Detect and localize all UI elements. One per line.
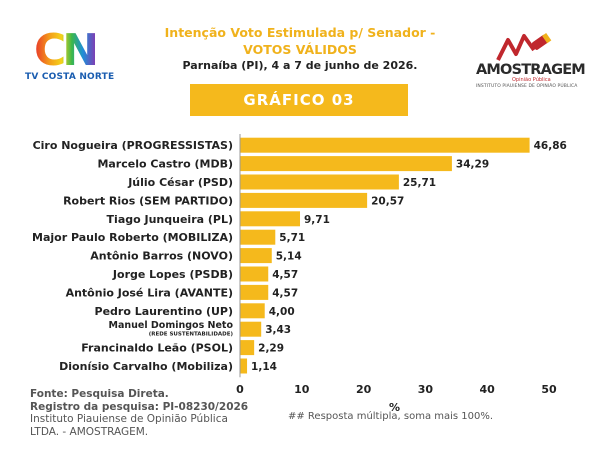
category-label: Antônio Barros (NOVO): [90, 250, 233, 263]
bar: [240, 229, 276, 245]
category-label: Robert Rios (SEM PARTIDO): [63, 194, 233, 207]
bar: [240, 358, 248, 374]
logo-amostragem-name: AMOSTRAGEM: [476, 62, 586, 78]
x-tick-label: 10: [294, 383, 310, 396]
bar: [240, 211, 301, 227]
value-label: 3,43: [265, 324, 291, 336]
value-label: 1,14: [251, 361, 277, 373]
chart-number-banner: GRÁFICO 03: [190, 84, 408, 116]
value-label: 5,71: [279, 232, 305, 244]
chart-subtitle: Parnaíba (PI), 4 a 7 de junho de 2026.: [182, 59, 418, 72]
bar: [240, 192, 368, 208]
value-label: 46,86: [534, 140, 567, 152]
x-tick-label: 0: [236, 383, 244, 396]
bar: [240, 303, 265, 319]
x-axis-label: %: [389, 401, 400, 414]
category-label: Marcelo Castro (MDB): [97, 158, 233, 171]
value-label: 5,14: [276, 251, 302, 263]
value-label: 25,71: [403, 177, 436, 189]
multiple-response-note: ## Resposta múltipla, soma mais 100%.: [288, 411, 494, 422]
bar: [240, 284, 269, 300]
x-tick-label: 20: [356, 383, 372, 396]
amostragem-logo: AMOSTRAGEM Opinião Pública INSTITUTO PIA…: [476, 32, 586, 94]
category-label: Ciro Nogueira (PROGRESSISTAS): [33, 139, 233, 152]
bar: [240, 137, 530, 153]
category-label: Pedro Laurentino (UP): [95, 305, 233, 318]
value-label: 4,57: [272, 269, 298, 281]
category-label: Major Paulo Roberto (MOBILIZA): [32, 231, 233, 244]
bar: [240, 321, 262, 337]
category-label: Antônio José Lira (AVANTE): [66, 286, 233, 299]
chart-title-line2: VOTOS VÁLIDOS: [243, 42, 357, 57]
footer-registry-line: Registro da pesquisa: PI-08230/2026: [30, 400, 249, 413]
logo-amostragem-institute: INSTITUTO PIAUIENSE DE OPINIÃO PÚBLICA: [476, 84, 578, 89]
category-label: Manuel Domingos Neto: [109, 320, 234, 331]
value-label: 4,57: [272, 287, 298, 299]
bar: [240, 266, 269, 282]
x-tick-label: 50: [541, 383, 557, 396]
value-label: 20,57: [371, 195, 404, 207]
footer-institute-line1: Instituto Piauiense de Opinião Pública: [30, 413, 228, 425]
value-label: 34,29: [456, 159, 489, 171]
footer-source: Fonte: Pesquisa Direta. Registro da pesq…: [30, 388, 248, 438]
value-label: 9,71: [304, 214, 330, 226]
bar: [240, 174, 399, 190]
logo-cn-subtitle: TV COSTA NORTE: [25, 72, 115, 82]
footer-source-line: Fonte: Pesquisa Direta.: [30, 388, 169, 400]
value-label: 4,00: [269, 306, 295, 318]
tv-costa-norte-logo: CN TV COSTA NORTE: [22, 28, 122, 86]
chart-number-label: GRÁFICO 03: [243, 91, 355, 109]
category-sublabel: (REDE SUSTENTABILIDADE): [149, 332, 234, 338]
logo-amostragem-tag: Opinião Pública: [512, 77, 551, 83]
category-label: Tiago Junqueira (PL): [107, 213, 233, 226]
category-label: Dionísio Carvalho (Mobiliza): [59, 360, 233, 373]
bar: [240, 248, 272, 264]
category-label: Jorge Lopes (PSDB): [112, 268, 233, 281]
value-label: 2,29: [258, 343, 284, 355]
logo-cn-letters: CN: [34, 25, 99, 76]
chart-title-line1: Intenção Voto Estimulada p/ Senador -: [164, 25, 436, 40]
footer-institute-line2: LTDA. - AMOSTRAGEM.: [30, 425, 149, 438]
x-tick-label: 30: [418, 383, 434, 396]
category-label: Júlio César (PSD): [127, 176, 233, 189]
bar: [240, 156, 452, 172]
category-label: Francinaldo Leão (PSOL): [81, 342, 233, 355]
bar: [240, 340, 255, 356]
amostragem-emblem-icon: [496, 33, 552, 61]
x-tick-label: 40: [480, 383, 496, 396]
